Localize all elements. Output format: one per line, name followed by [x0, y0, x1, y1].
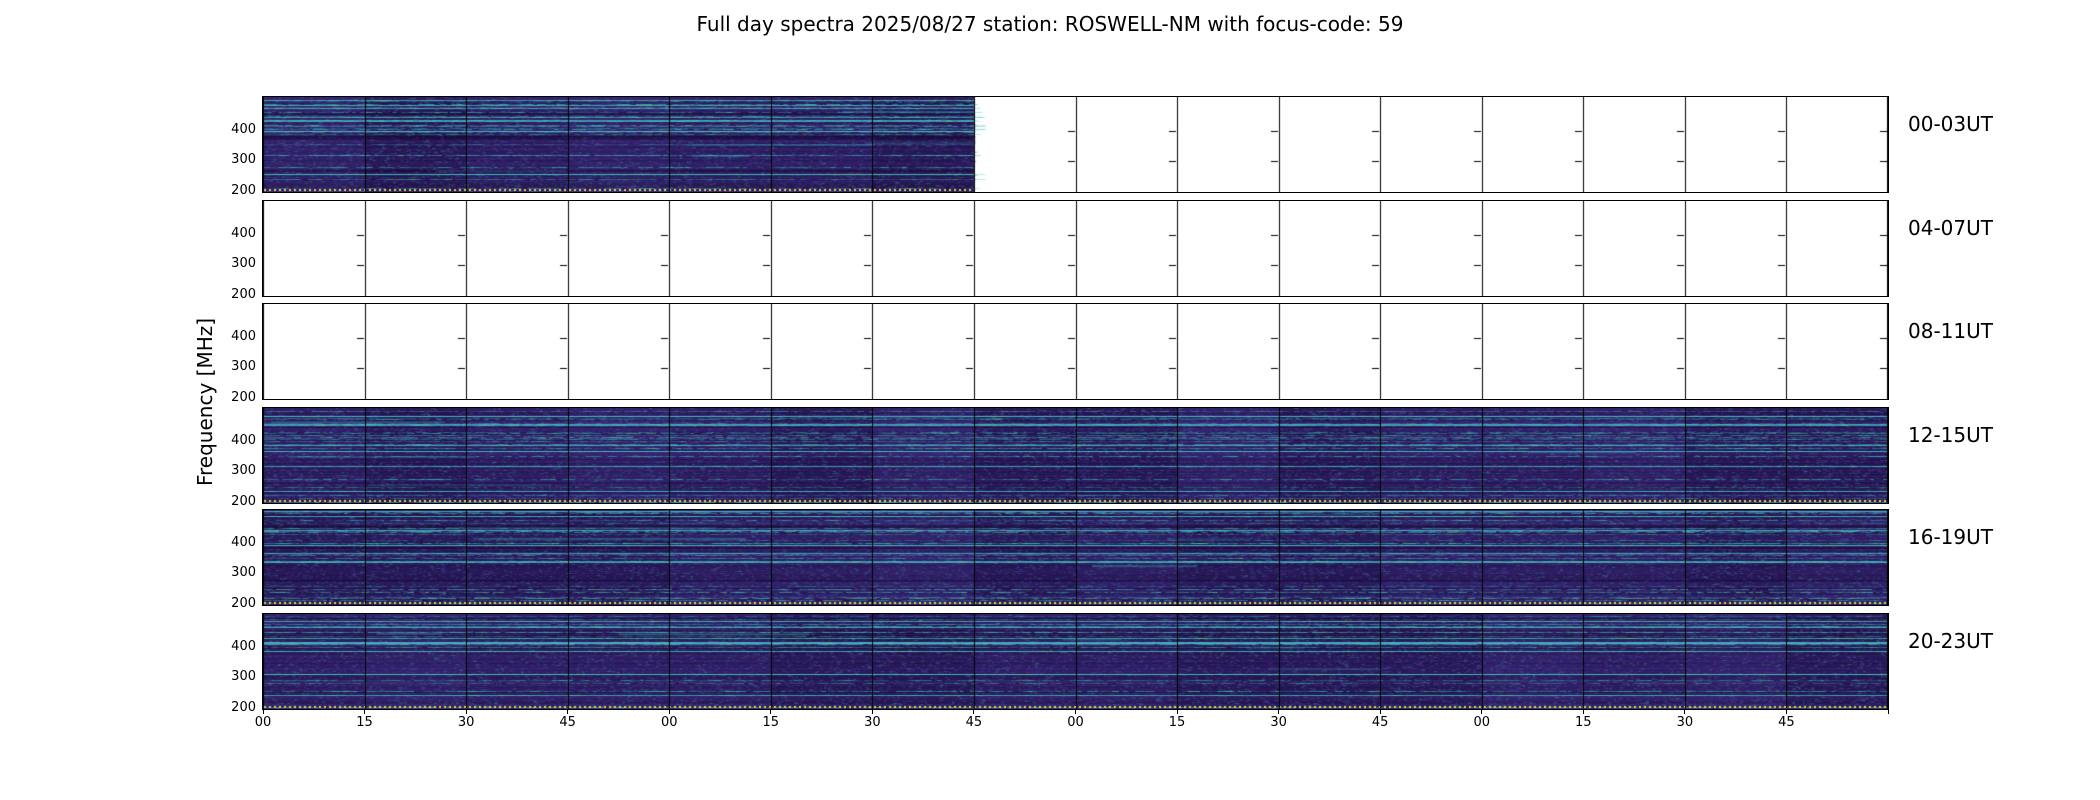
y-tick-label: 400	[231, 226, 256, 242]
spectrogram-canvas	[263, 201, 1888, 296]
y-tick-label: 200	[231, 390, 256, 405]
x-tick-mark	[567, 709, 569, 714]
x-tick-label: 15	[1575, 715, 1592, 730]
x-tick-label: 45	[965, 715, 983, 730]
x-tick-label: 00	[1067, 715, 1084, 730]
spectrogram-canvas	[263, 408, 1888, 503]
y-tick-label: 200	[231, 287, 256, 302]
figure-title: Full day spectra 2025/08/27 station: ROS…	[696, 12, 1404, 36]
y-tick-label: 400	[231, 122, 256, 138]
y-tick-label: 300	[231, 462, 256, 478]
panel-time-label: 04-07UT	[1908, 216, 1993, 240]
x-tick-mark	[465, 709, 467, 714]
x-tick-label: 00	[1473, 715, 1491, 730]
x-tick-mark	[1379, 709, 1381, 714]
y-tick-label: 300	[231, 255, 256, 271]
spectrogram-canvas	[263, 510, 1888, 605]
spectrogram-panel-08-11ut	[262, 303, 1889, 400]
y-tick-label: 300	[231, 668, 256, 684]
x-tick-mark	[1176, 709, 1178, 714]
x-tick-mark	[1887, 709, 1889, 714]
y-tick-label: 400	[231, 639, 256, 655]
x-tick-mark	[1785, 709, 1787, 714]
y-tick-label: 200	[231, 596, 256, 611]
y-tick-label: 400	[231, 329, 256, 345]
spectrogram-panel-16-19ut	[262, 509, 1889, 606]
spectrogram-canvas	[263, 97, 1888, 192]
x-tick-label: 30	[1676, 715, 1694, 730]
x-tick-mark	[364, 709, 366, 714]
spectrogram-canvas	[263, 304, 1888, 399]
spectrogram-panel-00-03ut	[262, 96, 1889, 193]
x-tick-label: 45	[1371, 715, 1389, 730]
panel-time-label: 12-15UT	[1908, 423, 1993, 447]
x-tick-mark	[1278, 709, 1280, 714]
y-tick-label: 200	[231, 494, 256, 509]
x-tick-mark	[262, 709, 264, 714]
y-tick-label: 300	[231, 151, 256, 167]
y-tick-label: 300	[231, 564, 256, 580]
x-tick-mark	[668, 709, 670, 714]
y-tick-label: 200	[231, 183, 256, 198]
x-tick-mark	[973, 709, 975, 714]
x-tick-label: 45	[1778, 715, 1795, 730]
x-tick-label: 45	[559, 715, 576, 730]
x-tick-label: 00	[254, 715, 272, 730]
spectrogram-panel-20-23ut	[262, 613, 1889, 710]
x-tick-mark	[1481, 709, 1483, 714]
x-tick-mark	[871, 709, 873, 714]
y-tick-label: 300	[231, 358, 256, 374]
spectrogram-panel-12-15ut	[262, 407, 1889, 504]
x-tick-label: 15	[356, 715, 373, 730]
x-tick-label: 15	[762, 715, 780, 730]
x-tick-mark	[1684, 709, 1686, 714]
panel-time-label: 00-03UT	[1908, 112, 1993, 136]
x-tick-label: 00	[660, 715, 678, 730]
panel-time-label: 08-11UT	[1908, 319, 1993, 343]
x-tick-mark	[770, 709, 772, 714]
x-tick-label: 30	[457, 715, 475, 730]
x-tick-label: 15	[1168, 715, 1186, 730]
panel-time-label: 16-19UT	[1908, 525, 1993, 549]
y-tick-label: 400	[231, 535, 256, 551]
y-axis-label: Frequency [MHz]	[193, 317, 217, 487]
y-tick-label: 200	[231, 700, 256, 715]
x-tick-mark	[1075, 709, 1076, 714]
x-tick-mark	[1582, 709, 1584, 714]
x-tick-label: 30	[1270, 715, 1287, 730]
spectrogram-panel-04-07ut	[262, 200, 1889, 297]
x-tick-label: 30	[864, 715, 881, 730]
spectrogram-canvas	[263, 614, 1888, 709]
panel-time-label: 20-23UT	[1908, 629, 1993, 653]
y-tick-label: 400	[231, 433, 256, 449]
